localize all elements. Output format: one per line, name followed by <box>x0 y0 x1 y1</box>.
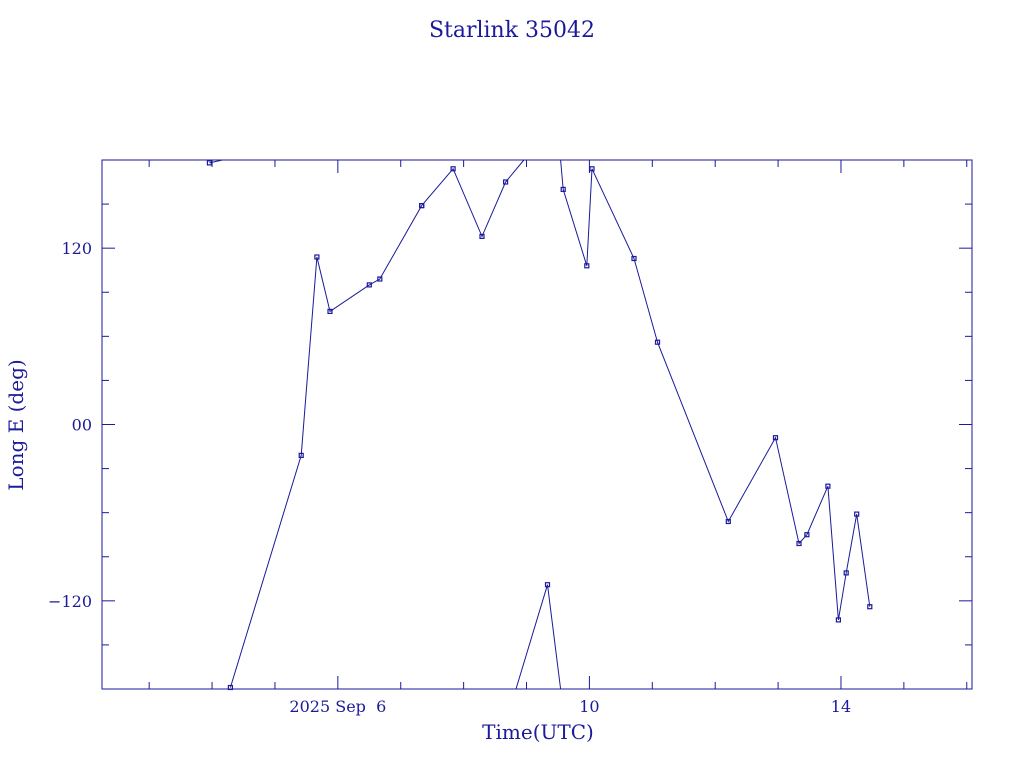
tick-labels: 2025 Sep 6 10 14 120 00 −120 <box>48 239 851 716</box>
x-axis-label: Time(UTC) <box>482 720 594 744</box>
data-point <box>314 254 320 260</box>
data-point <box>843 570 849 576</box>
data-point <box>560 186 566 192</box>
y-tick-label: 120 <box>61 239 92 258</box>
x-tick-label: 10 <box>579 697 599 716</box>
data-point <box>450 166 456 172</box>
x-tick-label: 14 <box>831 697 851 716</box>
data-point <box>654 339 661 345</box>
plot-frame <box>101 159 973 690</box>
data-point <box>298 452 304 458</box>
data-point <box>366 282 372 288</box>
chart-title: Starlink 35042 <box>429 18 595 43</box>
data-point <box>854 511 860 517</box>
data-point <box>725 518 731 525</box>
series-line <box>229 159 525 688</box>
series-line <box>515 584 562 690</box>
data-point <box>867 604 873 610</box>
data-point <box>631 255 637 262</box>
data-point <box>206 160 212 166</box>
data-point <box>227 684 233 691</box>
data-point <box>327 308 333 314</box>
data-point <box>584 263 590 269</box>
data-point <box>796 540 802 547</box>
data-point <box>772 435 779 441</box>
data-point <box>503 179 509 185</box>
data-point <box>825 483 831 489</box>
data-point <box>835 617 842 623</box>
y-axis-label: Long E (deg) <box>4 359 28 490</box>
data-point <box>544 582 551 588</box>
y-tick-label: 00 <box>72 416 92 435</box>
data-point <box>804 532 810 538</box>
ticks <box>102 160 972 689</box>
data-point <box>377 276 383 282</box>
data-point <box>589 166 595 172</box>
data-point <box>419 203 425 209</box>
y-tick-label: −120 <box>48 592 92 611</box>
data-point <box>479 233 485 239</box>
x-tick-label: 2025 Sep 6 <box>289 697 386 716</box>
series-line <box>560 159 871 620</box>
series <box>206 159 873 691</box>
